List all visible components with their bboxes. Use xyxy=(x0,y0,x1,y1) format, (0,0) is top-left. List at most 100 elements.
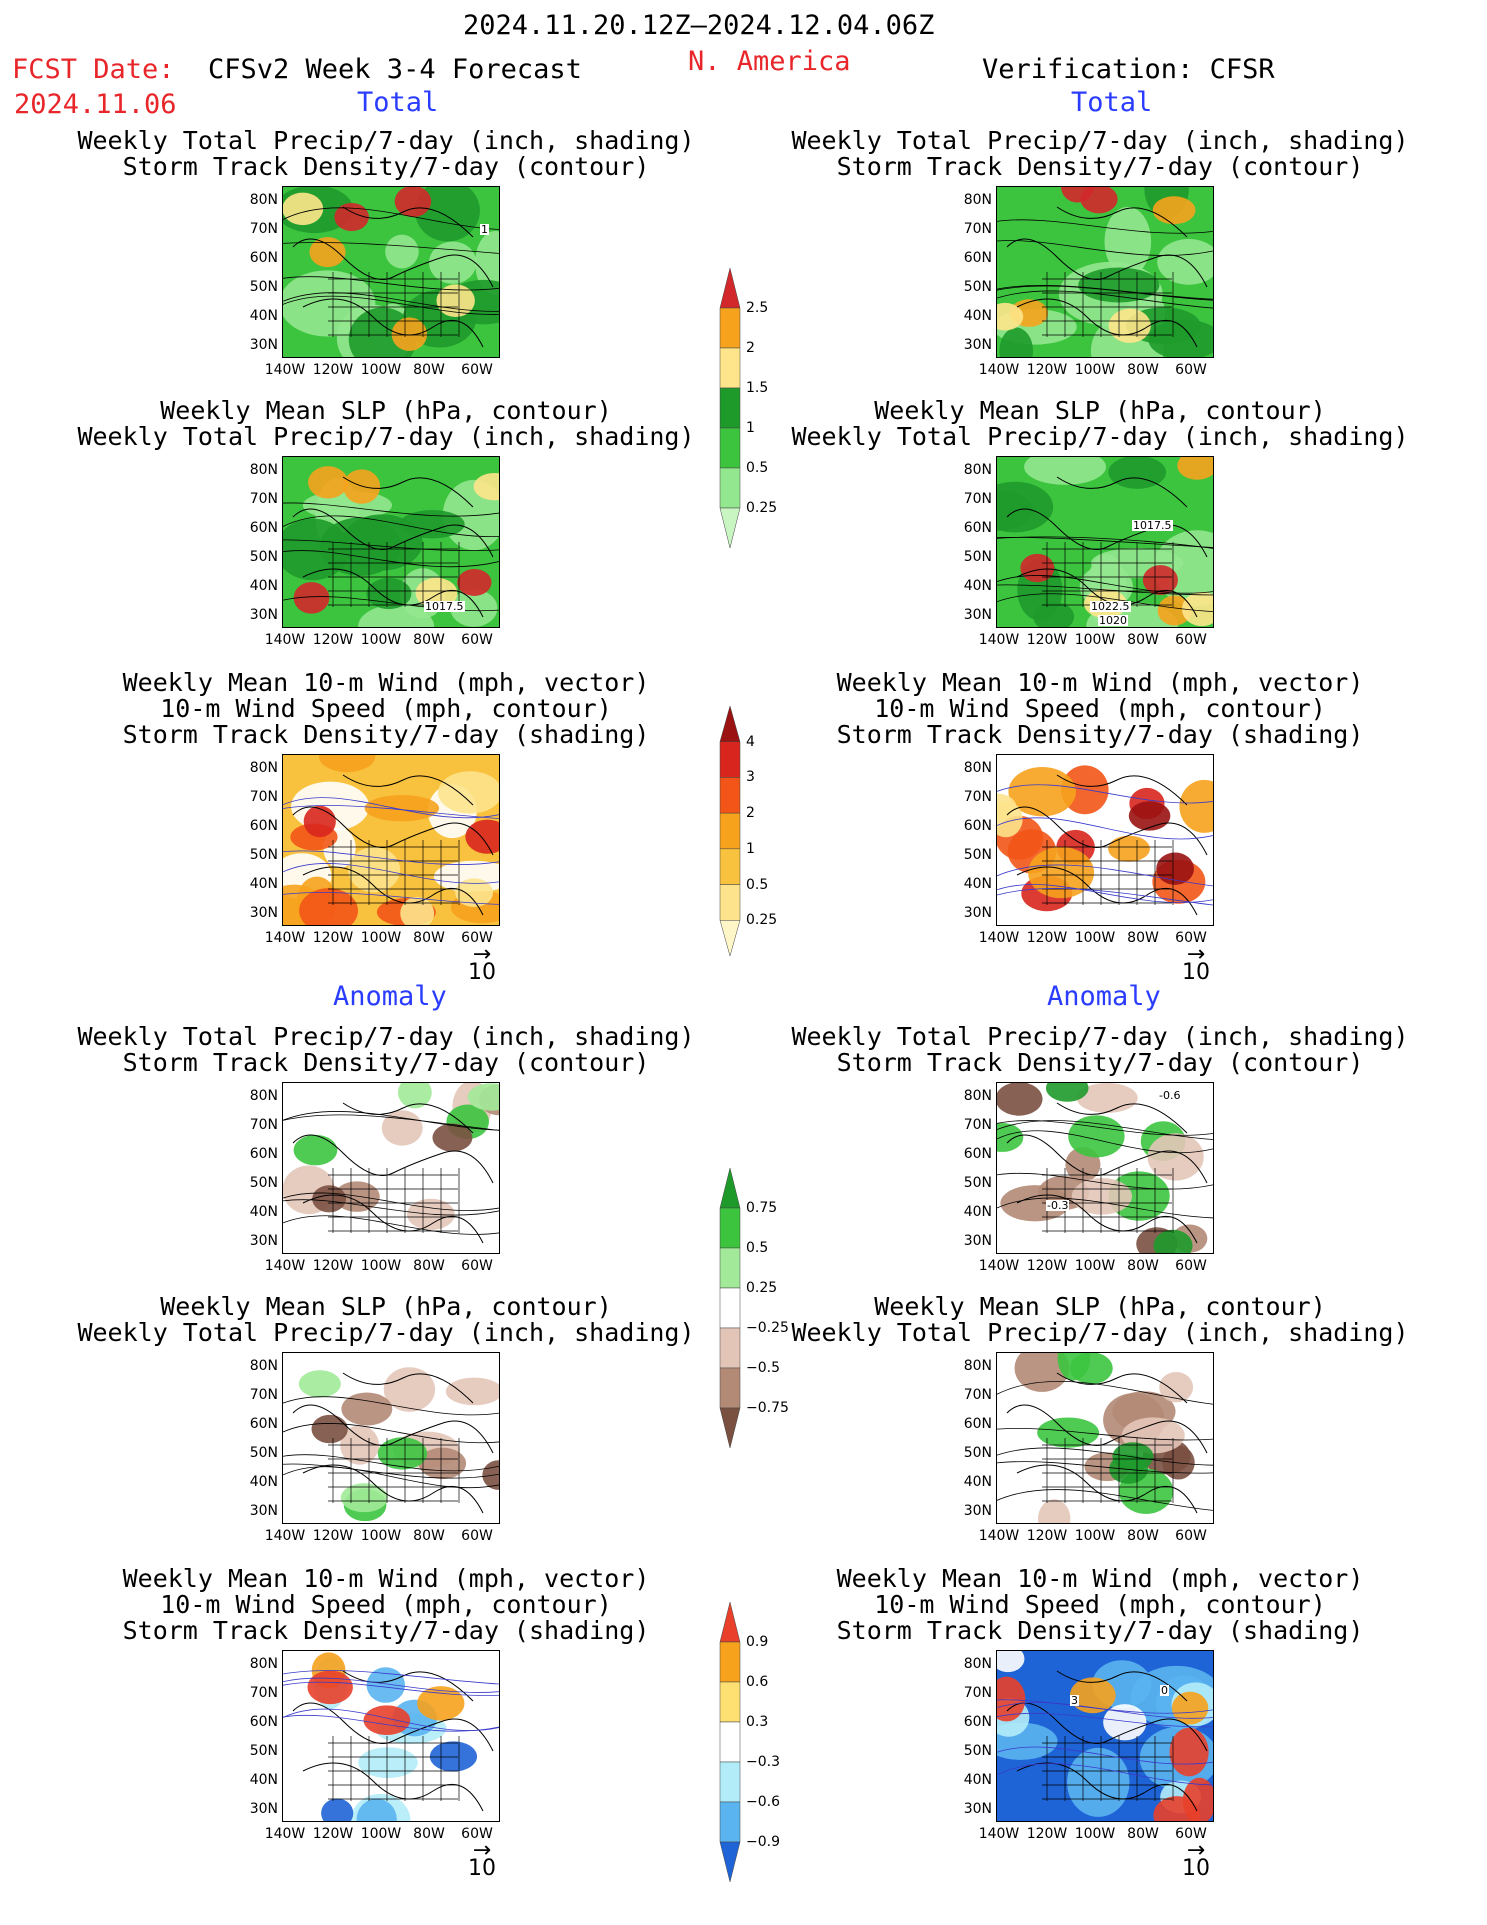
lat-tick-label: 50N xyxy=(249,1743,278,1759)
lon-tick-label: 140W xyxy=(978,1826,1020,1842)
panel-title-line: Weekly Total Precip/7-day (inch, shading… xyxy=(77,422,695,451)
lon-tick-label: 100W xyxy=(1074,1826,1116,1842)
forecast-map-panel xyxy=(282,456,500,628)
lat-tick-label: 40N xyxy=(249,1772,278,1788)
lon-tick-label: 140W xyxy=(264,632,306,648)
lat-tick-label: 70N xyxy=(249,789,278,805)
lon-tick-label: 140W xyxy=(978,930,1020,946)
lon-tick-label: 120W xyxy=(1026,1826,1068,1842)
colorbar-label: −0.6 xyxy=(746,1794,780,1810)
lon-tick-label: 140W xyxy=(264,930,306,946)
verification-map-panel xyxy=(996,186,1214,358)
lon-tick-label: 100W xyxy=(1074,1258,1116,1274)
lon-tick-label: 120W xyxy=(312,930,354,946)
lat-tick-label: 50N xyxy=(963,1743,992,1759)
lon-tick-label: 140W xyxy=(264,1258,306,1274)
contour-label: -0.3 xyxy=(1046,1199,1070,1212)
lat-tick-label: 30N xyxy=(249,1801,278,1817)
lon-tick-label: 60W xyxy=(1175,1258,1207,1274)
lon-tick-label: 60W xyxy=(461,362,493,378)
lat-tick-label: 80N xyxy=(963,1656,992,1672)
lon-tick-label: 60W xyxy=(461,930,493,946)
lon-tick-label: 60W xyxy=(1175,362,1207,378)
lon-tick-label: 100W xyxy=(360,1826,402,1842)
colorbar-label: 0.75 xyxy=(746,1200,778,1216)
colorbar-label: 0.25 xyxy=(746,500,778,516)
panel-title-line: Storm Track Density/7-day (contour) xyxy=(122,152,650,181)
colorbar-label: 4 xyxy=(746,733,755,750)
lat-tick-label: 70N xyxy=(963,1117,992,1133)
lon-tick-label: 60W xyxy=(461,1258,493,1274)
colorbar-label: −0.5 xyxy=(746,1360,780,1376)
lat-tick-label: 60N xyxy=(249,818,278,834)
lat-tick-label: 40N xyxy=(963,1204,992,1220)
lon-tick-label: 120W xyxy=(1026,632,1068,648)
panel-title-line: Weekly Total Precip/7-day (inch, shading… xyxy=(77,126,695,155)
lon-tick-label: 60W xyxy=(461,1528,493,1544)
panel-title-line: 10-m Wind Speed (mph, contour) xyxy=(160,1590,612,1619)
verification-label: Verification: CFSR xyxy=(982,54,1275,85)
section-anomaly-right: Anomaly xyxy=(1047,981,1161,1012)
colorbar-precip_total xyxy=(718,267,742,554)
lat-tick-label: 40N xyxy=(249,308,278,324)
lon-tick-label: 80W xyxy=(1127,1258,1159,1274)
lon-tick-label: 60W xyxy=(461,632,493,648)
panel-title-line: Weekly Total Precip/7-day (inch, shading… xyxy=(791,126,1409,155)
lat-tick-label: 80N xyxy=(963,1088,992,1104)
lat-tick-label: 30N xyxy=(249,1503,278,1519)
colorbar-label: −0.25 xyxy=(746,1320,789,1336)
colorbar-label: 2.5 xyxy=(746,300,769,316)
lon-tick-label: 100W xyxy=(360,362,402,378)
lat-tick-label: 70N xyxy=(249,1685,278,1701)
panel-title-line: Weekly Mean SLP (hPa, contour) xyxy=(874,396,1326,425)
panel-title-line: Weekly Mean 10-m Wind (mph, vector) xyxy=(122,668,650,697)
contour-label: 1 xyxy=(480,223,489,236)
lon-tick-label: 60W xyxy=(1175,1528,1207,1544)
lat-tick-label: 40N xyxy=(249,1474,278,1490)
forecast-map-panel xyxy=(282,1650,500,1822)
vector-reference-label: 10 xyxy=(468,960,496,985)
lat-tick-label: 80N xyxy=(249,1358,278,1374)
lat-tick-label: 60N xyxy=(963,250,992,266)
colorbar-label: 0.9 xyxy=(746,1634,769,1650)
lon-tick-label: 60W xyxy=(461,1826,493,1842)
lat-tick-label: 50N xyxy=(249,1175,278,1191)
lat-tick-label: 30N xyxy=(249,905,278,921)
colorbar-label: 2 xyxy=(746,805,755,822)
fcst-label: FCST Date: xyxy=(12,54,175,85)
lon-tick-label: 80W xyxy=(413,1528,445,1544)
vector-reference-label: 10 xyxy=(468,1856,496,1881)
lat-tick-label: 60N xyxy=(963,818,992,834)
lat-tick-label: 70N xyxy=(249,1117,278,1133)
colorbar-label: 2 xyxy=(746,340,755,356)
verification-map-panel xyxy=(996,1082,1214,1254)
lat-tick-label: 50N xyxy=(963,549,992,565)
forecast-map-panel xyxy=(282,1352,500,1524)
lat-tick-label: 50N xyxy=(249,1445,278,1461)
lat-tick-label: 40N xyxy=(249,1204,278,1220)
lat-tick-label: 40N xyxy=(963,578,992,594)
lat-tick-label: 60N xyxy=(249,1714,278,1730)
panel-title-line: Weekly Mean SLP (hPa, contour) xyxy=(160,396,612,425)
lon-tick-label: 100W xyxy=(360,930,402,946)
lon-tick-label: 140W xyxy=(264,1826,306,1842)
lat-tick-label: 60N xyxy=(249,250,278,266)
panel-title-line: Weekly Mean 10-m Wind (mph, vector) xyxy=(836,1564,1364,1593)
lat-tick-label: 30N xyxy=(249,1233,278,1249)
colorbar-label: −0.75 xyxy=(746,1400,789,1416)
lon-tick-label: 140W xyxy=(978,362,1020,378)
lat-tick-label: 40N xyxy=(963,1474,992,1490)
panel-title-line: Weekly Total Precip/7-day (inch, shading… xyxy=(77,1022,695,1051)
lat-tick-label: 50N xyxy=(963,847,992,863)
lat-tick-label: 30N xyxy=(963,1801,992,1817)
section-total-left: Total xyxy=(357,87,439,118)
lat-tick-label: 80N xyxy=(249,760,278,776)
lat-tick-label: 60N xyxy=(249,1146,278,1162)
colorbar-label: 3 xyxy=(746,769,755,786)
lon-tick-label: 80W xyxy=(413,1826,445,1842)
lon-tick-label: 80W xyxy=(413,632,445,648)
lat-tick-label: 80N xyxy=(963,192,992,208)
colorbar-label: −0.3 xyxy=(746,1754,780,1770)
lon-tick-label: 120W xyxy=(312,1826,354,1842)
lat-tick-label: 70N xyxy=(963,221,992,237)
